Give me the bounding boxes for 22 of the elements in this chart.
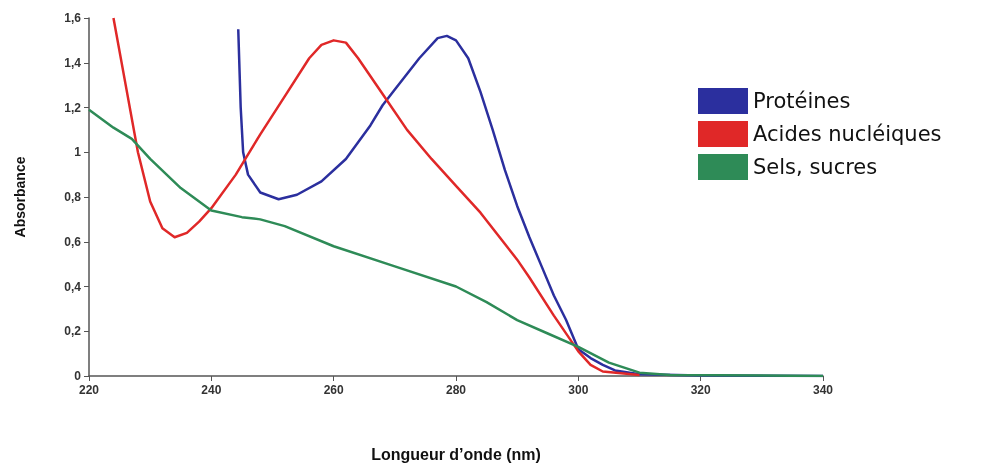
y-tick-label: 0,4 xyxy=(64,279,82,294)
y-tick-label: 0,8 xyxy=(64,190,82,204)
x-tick-label: 240 xyxy=(201,383,222,397)
x-tick-label: 320 xyxy=(690,383,711,397)
y-tick-label: 1,6 xyxy=(64,11,82,25)
y-tick-label: 0,6 xyxy=(64,234,82,249)
x-axis-title: Longueur d’onde (nm) xyxy=(371,445,541,463)
x-tick-label: 220 xyxy=(78,383,100,397)
y-tick-label: 1,2 xyxy=(64,100,82,115)
y-axis-title: Absorbance xyxy=(12,156,28,238)
y-tick-label: 1 xyxy=(74,145,82,160)
legend-label: Protéines xyxy=(753,89,851,113)
line-series xyxy=(112,16,641,377)
x-tick-label: 280 xyxy=(445,383,467,397)
x-tick-label: 340 xyxy=(812,383,834,397)
legend-label: Sels, sucres xyxy=(753,155,878,179)
y-tick-label: 0 xyxy=(74,369,82,383)
legend-label: Acides nucléiques xyxy=(753,122,942,146)
y-tick-label: 1,4 xyxy=(64,55,82,70)
x-tick-label: 300 xyxy=(568,383,589,397)
x-tick-label: 260 xyxy=(323,383,344,397)
y-tick-label: 0,2 xyxy=(64,324,82,339)
